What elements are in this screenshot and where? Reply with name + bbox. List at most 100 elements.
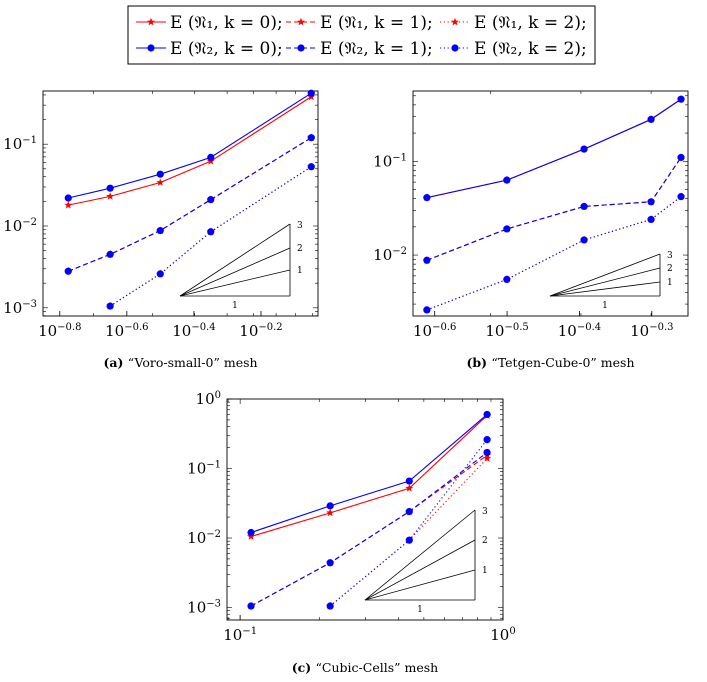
- x-tick-label: 10−0.5: [485, 322, 528, 340]
- data-point: [423, 306, 431, 314]
- x-tick-label: 100: [490, 626, 515, 644]
- x-tick-label: 10−0.6: [105, 322, 148, 340]
- x-tick-label: 10−0.4: [558, 322, 601, 340]
- series: [326, 436, 491, 610]
- series: [326, 454, 492, 610]
- slope-label: 1: [667, 278, 673, 288]
- legend-marker: [451, 17, 459, 26]
- legend-marker: [297, 17, 305, 26]
- data-point: [156, 170, 164, 178]
- data-point: [647, 115, 655, 123]
- tick-marks: [413, 91, 688, 316]
- data-point: [247, 532, 256, 540]
- data-point: [307, 89, 315, 97]
- x-tick-label: 10−0.4: [172, 322, 215, 340]
- series-line: [68, 137, 312, 272]
- legend: E (𝔑₁, k = 0); E (𝔑₁, k = 1); E (𝔑₁, k = 2…: [127, 5, 596, 65]
- legend-label: E (𝔑₁, k = 0);: [170, 13, 283, 33]
- slope-label: 3: [482, 507, 488, 517]
- data-point: [647, 215, 655, 224]
- slope-label: 3: [297, 221, 303, 231]
- legend-entry: E (𝔑₂, k = 2);: [440, 39, 587, 59]
- series-line: [329, 439, 488, 607]
- slope-base-label: 1: [417, 605, 423, 615]
- y-tick-label: 100: [196, 390, 221, 408]
- data-point: [207, 196, 215, 204]
- data-point: [423, 256, 431, 264]
- slope-label: 1: [297, 266, 303, 276]
- tick-marks: [227, 398, 504, 620]
- legend-label: E (𝔑₁, k = 1);: [320, 13, 433, 33]
- data-point: [307, 134, 315, 142]
- legend-marker: [147, 17, 155, 26]
- y-tick-label: 10−2: [187, 529, 221, 547]
- slope-triangle: [364, 509, 476, 601]
- data-point: [326, 502, 334, 510]
- data-point: [106, 192, 115, 200]
- y-tick-label: 10−3: [187, 598, 221, 616]
- series-line: [250, 414, 488, 534]
- series-line: [68, 92, 312, 199]
- y-tick-label: 10−2: [3, 217, 37, 235]
- series: [422, 153, 686, 264]
- axes-frame: [42, 90, 319, 317]
- series: [247, 410, 491, 537]
- data-point: [483, 454, 492, 462]
- legend-entry: E (𝔑₂, k = 1);: [286, 39, 433, 59]
- slope-base-label: 1: [602, 301, 608, 311]
- series: [106, 163, 315, 310]
- series: [64, 89, 315, 202]
- legend-marker: [297, 44, 305, 52]
- series-line: [250, 452, 488, 607]
- data-point: [423, 194, 431, 202]
- x-tick-label: 10−1: [223, 626, 257, 644]
- series: [64, 92, 316, 209]
- x-tick-label: 10−0.3: [630, 322, 673, 340]
- data-point: [483, 448, 491, 457]
- x-tick-label: 10−0.2: [239, 322, 282, 340]
- data-point: [503, 275, 511, 284]
- series-line: [68, 96, 312, 206]
- series: [106, 162, 316, 310]
- data-point: [503, 225, 511, 233]
- data-point: [106, 250, 114, 258]
- slope-label: 2: [297, 244, 303, 254]
- y-tick-label: 10−1: [3, 135, 37, 153]
- series-line: [426, 98, 682, 199]
- data-point: [106, 184, 114, 192]
- data-point: [503, 176, 511, 184]
- data-point: [64, 200, 73, 209]
- axes-frame: [226, 398, 504, 621]
- data-point: [207, 153, 215, 161]
- triangle-hypotenuse: [549, 281, 661, 297]
- series-line: [426, 157, 682, 261]
- data-point: [106, 302, 114, 310]
- triangle-hypotenuse: [364, 569, 476, 601]
- series-line: [426, 98, 682, 199]
- legend-marker: [451, 44, 459, 52]
- triangle-hypotenuse: [364, 509, 476, 601]
- data-point: [405, 536, 413, 544]
- x-tick-label: 10−0.8: [38, 322, 81, 340]
- legend-entry: E (𝔑₁, k = 0);: [136, 13, 283, 33]
- data-point: [677, 95, 685, 103]
- legend-label: E (𝔑₂, k = 0);: [170, 39, 283, 59]
- slope-label: 2: [667, 264, 673, 274]
- legend-entry: E (𝔑₁, k = 2);: [440, 13, 587, 33]
- axes-frame: [412, 90, 689, 317]
- series-line: [250, 454, 488, 607]
- series-line: [426, 196, 682, 311]
- triangle-hypotenuse: [364, 539, 476, 601]
- data-point: [207, 228, 215, 236]
- data-point: [156, 226, 164, 235]
- series: [64, 134, 315, 275]
- data-point: [326, 602, 334, 610]
- plot-tetgen-cube-0: 10−0.6 10−0.5 10−0.4 10−0.3 10−2 10−1 3 2 1 1 (b) …: [373, 90, 689, 370]
- data-point: [580, 145, 588, 153]
- data-point: [326, 559, 334, 567]
- tick-marks: [43, 91, 318, 317]
- data-point: [307, 163, 315, 171]
- legend-entry: E (𝔑₂, k = 0);: [136, 39, 283, 59]
- series-line: [68, 137, 312, 272]
